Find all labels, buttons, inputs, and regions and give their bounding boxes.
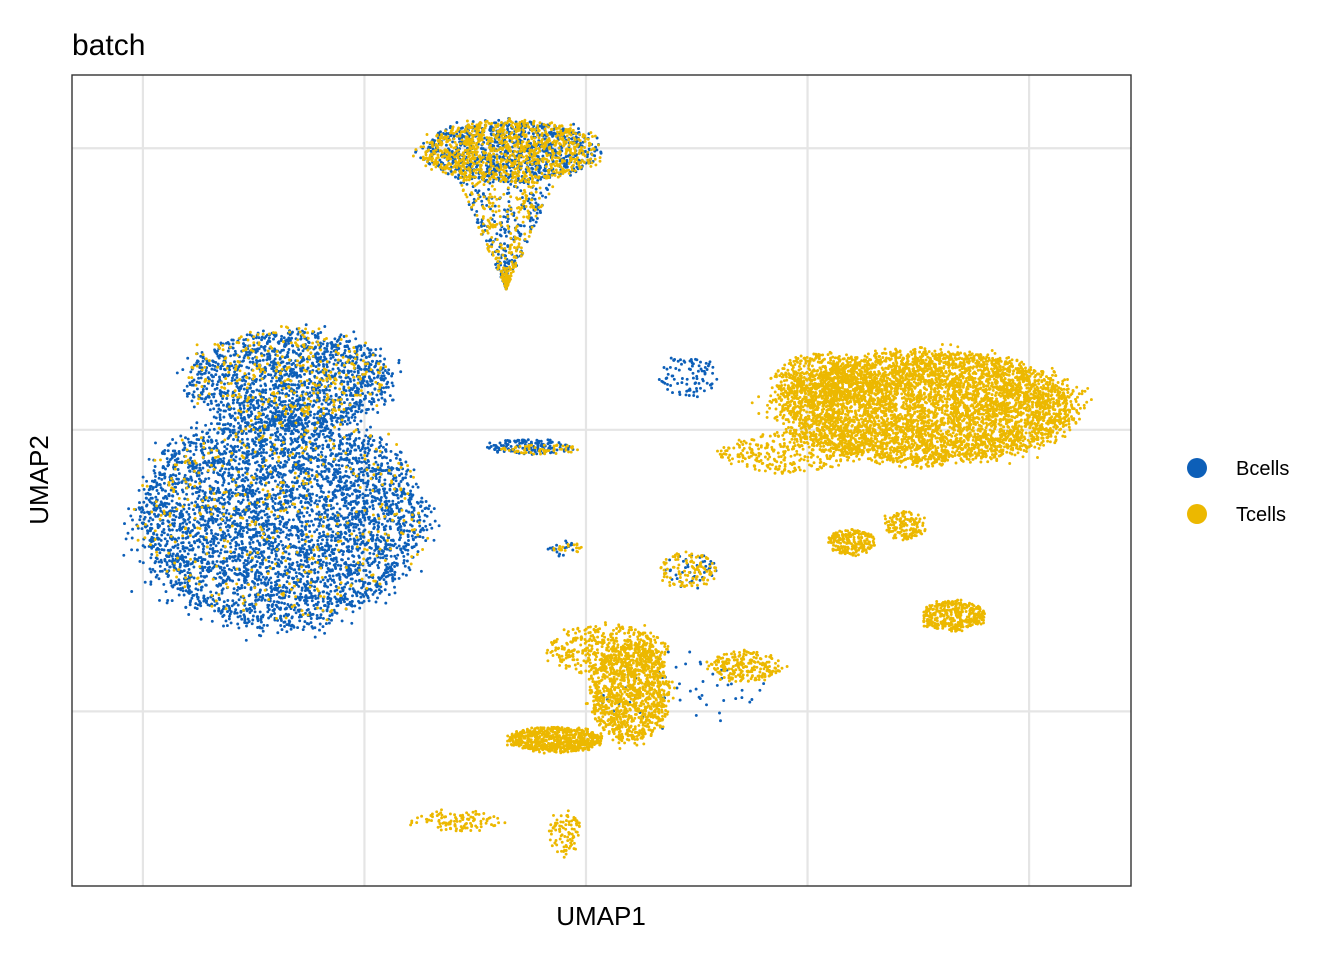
plot-border <box>71 74 1132 887</box>
plot-panel <box>72 75 1131 886</box>
x-axis-label: UMAP1 <box>556 901 646 931</box>
y-axis-label: UMAP2 <box>24 435 54 525</box>
scatter-points <box>122 116 1093 859</box>
legend-label-bcells: Bcells <box>1236 458 1289 480</box>
legend-label-tcells: Tcells <box>1236 504 1286 526</box>
legend: Bcells Tcells <box>1187 458 1289 526</box>
legend-key-bcells <box>1187 458 1207 478</box>
chart-title: batch <box>72 29 145 62</box>
series-tcells <box>132 117 1093 859</box>
legend-key-tcells <box>1187 504 1207 524</box>
